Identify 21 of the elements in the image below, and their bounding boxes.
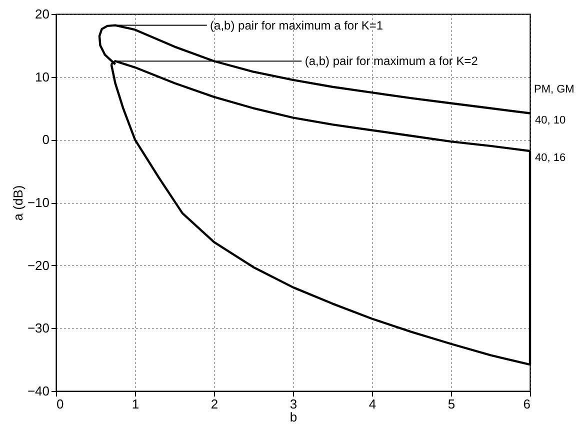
text: PM, GM xyxy=(534,83,574,96)
x-tick-label: 5 xyxy=(448,396,456,412)
y-tick-label: 0 xyxy=(42,132,50,148)
y-tick-label: 20 xyxy=(35,6,50,22)
x-tick-label: 0 xyxy=(56,396,64,412)
y-tick-label: −20 xyxy=(27,258,50,273)
x-tick-label: 6 xyxy=(523,396,530,412)
x-axis-title: b xyxy=(290,410,298,424)
x-tick-label: 2 xyxy=(210,396,218,412)
text: 40, 16 xyxy=(535,152,566,164)
y-tick-label: −10 xyxy=(27,195,50,210)
y-axis-title: a (dB) xyxy=(10,185,26,221)
annotation: (a,b) pair for maximum a for K=1 xyxy=(210,18,384,32)
text: 40, 10 xyxy=(535,114,566,126)
y-tick-label: 10 xyxy=(35,69,50,84)
y-tick-label: −40 xyxy=(27,384,50,398)
y-tick-label: −30 xyxy=(27,320,50,336)
x-tick-label: 1 xyxy=(132,396,140,412)
x-tick-label: 4 xyxy=(368,396,376,412)
x-tick-label: 3 xyxy=(290,396,298,412)
annotation: (a,b) pair for maximum a for K=2 xyxy=(304,54,478,68)
